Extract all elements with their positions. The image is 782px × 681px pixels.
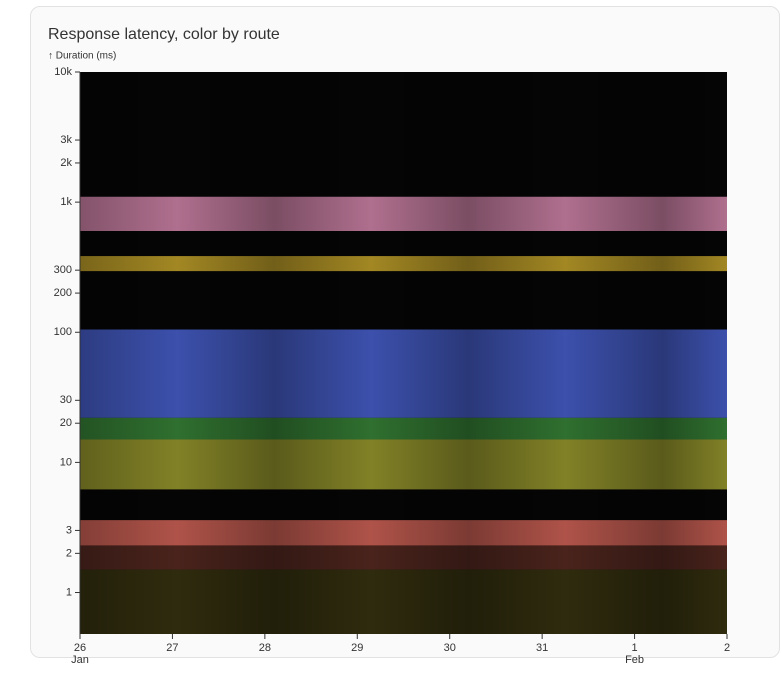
y-tick-label: 10k (54, 66, 72, 78)
x-tick-label: 27 (166, 642, 178, 654)
y-tick-label: 1 (66, 586, 72, 598)
y-tick-label: 200 (54, 287, 72, 299)
y-axis-label: ↑ Duration (ms) (48, 51, 116, 62)
y-tick-label: 20 (60, 417, 72, 429)
y-tick-label: 3 (66, 524, 72, 536)
x-tick-label: 1 (632, 642, 638, 654)
y-tick-label: 2k (60, 157, 72, 169)
y-tick-label: 3k (60, 134, 72, 146)
x-tick-label: 2 (724, 642, 730, 654)
x-tick-label: 29 (351, 642, 363, 654)
y-tick-label: 30 (60, 394, 72, 406)
x-tick-month: Jan (71, 654, 89, 666)
x-tick-month: Feb (625, 654, 644, 666)
x-tick-label: 28 (259, 642, 271, 654)
x-tick-label: 26 (74, 642, 86, 654)
y-tick-label: 100 (54, 326, 72, 338)
y-tick-label: 2 (66, 547, 72, 559)
time-shading (80, 72, 727, 634)
chart-title: Response latency, color by route (48, 26, 280, 43)
y-tick-label: 1k (60, 196, 72, 208)
x-tick-label: 31 (536, 642, 548, 654)
y-tick-label: 10 (60, 456, 72, 468)
x-tick-label: 30 (444, 642, 456, 654)
y-tick-label: 300 (54, 264, 72, 276)
